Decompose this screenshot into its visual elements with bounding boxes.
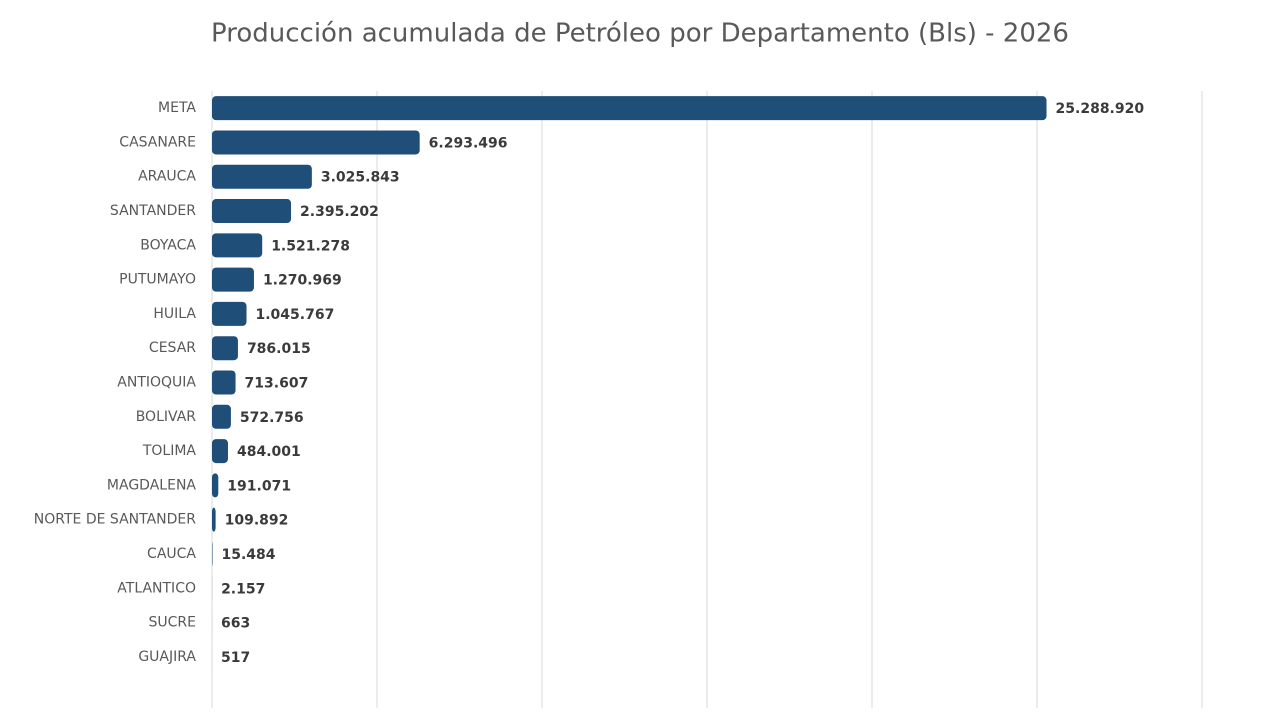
y-tick-label: ANTIOQUIA — [117, 375, 196, 391]
bar — [212, 473, 219, 498]
y-tick-label: SUCRE — [149, 615, 196, 631]
data-label: 713.607 — [245, 376, 309, 392]
data-label: 572.756 — [240, 410, 304, 426]
data-label: 25.288.920 — [1056, 101, 1145, 117]
data-label: 2.157 — [221, 581, 265, 597]
bar — [212, 404, 231, 429]
bar — [212, 233, 263, 258]
y-tick-label: SANTANDER — [110, 203, 196, 219]
data-label: 1.270.969 — [263, 273, 342, 289]
y-tick-label: ATLANTICO — [117, 580, 196, 596]
data-label: 109.892 — [225, 513, 289, 529]
bar — [212, 96, 1047, 121]
data-label: 484.001 — [237, 444, 301, 460]
data-label: 663 — [221, 616, 250, 632]
y-tick-label: BOLIVAR — [136, 409, 197, 425]
data-label: 191.071 — [227, 478, 291, 494]
y-tick-label: MAGDALENA — [107, 477, 196, 493]
bar — [212, 336, 238, 361]
y-tick-label: CESAR — [149, 340, 196, 356]
bar — [212, 199, 292, 224]
data-label: 1.045.767 — [256, 307, 335, 323]
data-label: 3.025.843 — [321, 170, 400, 186]
data-label: 2.395.202 — [300, 204, 379, 220]
y-tick-label: CASANARE — [119, 134, 196, 150]
bar — [212, 541, 213, 566]
bar — [212, 130, 420, 155]
data-label: 1.521.278 — [271, 238, 350, 254]
y-tick-label: GUAJIRA — [138, 649, 196, 665]
data-label: 15.484 — [222, 547, 276, 563]
data-label: 786.015 — [247, 341, 311, 357]
y-tick-label: NORTE DE SANTANDER — [34, 512, 196, 528]
chart-title: Producción acumulada de Petróleo por Dep… — [211, 19, 1069, 49]
bar — [212, 267, 254, 292]
y-tick-label: CAUCA — [147, 546, 196, 562]
y-tick-label: META — [158, 100, 196, 116]
y-tick-label: HUILA — [153, 306, 196, 322]
data-label: 517 — [221, 650, 250, 666]
y-tick-label: PUTUMAYO — [119, 272, 196, 288]
bar — [212, 301, 247, 326]
y-tick-label: ARAUCA — [138, 169, 196, 185]
y-tick-label: TOLIMA — [142, 443, 197, 459]
bar — [212, 164, 312, 189]
bar — [212, 370, 236, 395]
data-label: 6.293.496 — [429, 135, 508, 151]
bar — [212, 507, 216, 532]
bar — [212, 439, 228, 464]
y-tick-label: BOYACA — [140, 237, 196, 253]
